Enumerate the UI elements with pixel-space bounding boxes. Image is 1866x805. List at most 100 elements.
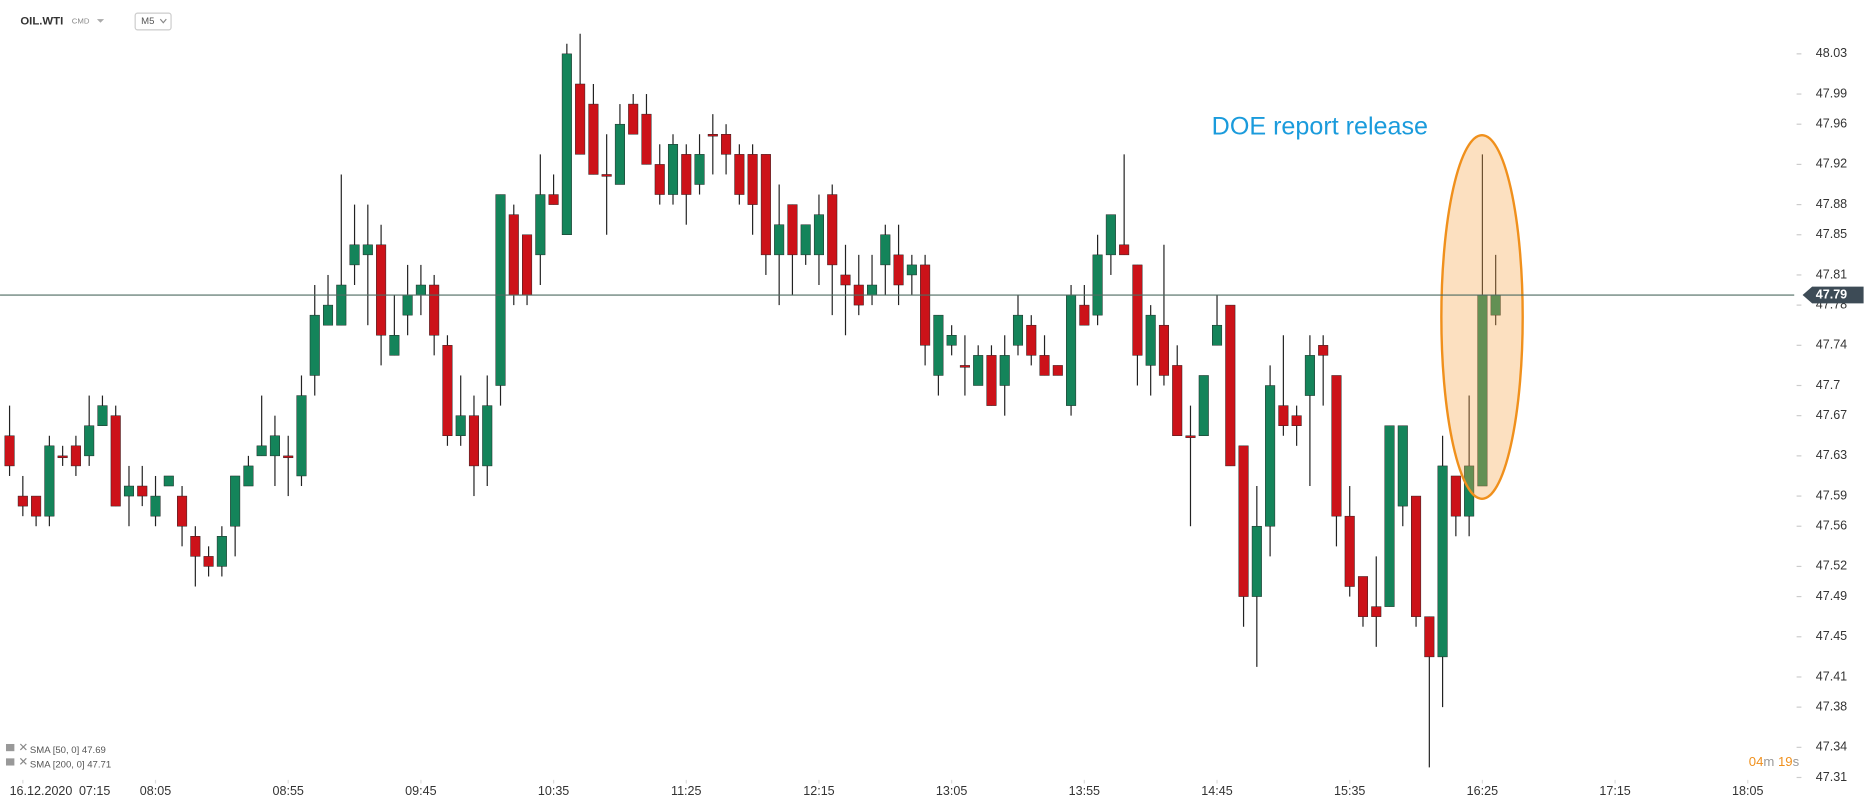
indicator-close[interactable] <box>19 757 27 765</box>
current-price-label: 47.79 <box>1816 287 1847 301</box>
interval-button[interactable] <box>134 12 172 31</box>
candle-body <box>986 355 997 406</box>
candle-body <box>216 536 227 567</box>
candle-body <box>641 113 652 165</box>
candle-body <box>110 415 121 507</box>
candle-body <box>1278 405 1289 426</box>
candle-body <box>402 294 413 316</box>
x-tick-label: 17:15 <box>1599 784 1630 798</box>
x-tick-label: 12:15 <box>803 784 834 798</box>
candle-body <box>1450 475 1461 517</box>
candle-body <box>774 224 785 256</box>
indicator-value: 47.69 <box>82 745 106 756</box>
candle-body <box>1318 345 1329 356</box>
candle-body <box>150 495 161 517</box>
candle-body <box>243 465 254 487</box>
x-tick-label: 16:25 <box>1467 784 1498 798</box>
candle-body <box>707 134 718 137</box>
x-tick-label: 10:35 <box>538 784 569 798</box>
candle-body <box>1371 606 1382 617</box>
y-tick-label: 47.67 <box>1816 408 1847 422</box>
indicator-label: SMA [50, 0] 47.69 <box>30 745 106 756</box>
candle-body <box>4 435 15 467</box>
candle-body <box>721 134 732 155</box>
candle-body <box>508 214 519 296</box>
candle-body <box>442 345 453 437</box>
candle-body <box>482 405 493 467</box>
candle-body <box>548 194 559 205</box>
candle-body <box>1132 264 1143 356</box>
candle-timer: 04m 19s <box>1749 755 1800 770</box>
candle-body <box>561 53 572 235</box>
y-tick-label: 47.88 <box>1816 197 1847 211</box>
candle-body <box>376 244 387 336</box>
candle-body <box>813 214 824 256</box>
candle-body <box>468 415 479 467</box>
x-tick-label: 07:15 <box>79 784 110 798</box>
candle-body <box>667 144 679 195</box>
candle-body <box>84 425 95 457</box>
indicator-name: SMA [200, 0] <box>30 759 85 770</box>
candle-body <box>800 224 811 256</box>
indicator-label: SMA [200, 0] 47.71 <box>30 759 111 770</box>
y-tick-label: 47.52 <box>1816 559 1847 573</box>
candle-body <box>1185 435 1196 438</box>
y-tick-label: 47.96 <box>1816 117 1847 131</box>
symbol: OIL.WTI <box>20 16 63 28</box>
indicator-value: 47.71 <box>87 759 111 770</box>
candle-body <box>681 154 692 195</box>
candle-body <box>1304 355 1315 396</box>
candle-body <box>1357 576 1369 617</box>
x-tick-label: 08:55 <box>273 784 304 798</box>
x-tick-label: 14:45 <box>1201 784 1232 798</box>
market[interactable]: CMD <box>72 17 90 26</box>
candle-body <box>1225 304 1236 467</box>
candle-body <box>137 485 148 497</box>
candle-body <box>283 455 294 459</box>
candle-body <box>867 284 878 296</box>
y-tick-label: 47.34 <box>1816 740 1847 754</box>
candle-body <box>654 164 665 195</box>
candle-body <box>920 264 931 346</box>
x-tick-label: 13:05 <box>936 784 967 798</box>
candle-body <box>588 103 599 175</box>
candle-body <box>1039 355 1050 376</box>
candle-body <box>694 154 705 185</box>
candle-body <box>1331 375 1342 517</box>
indicator-icon[interactable] <box>5 758 15 766</box>
candle-body <box>349 244 360 266</box>
y-tick-label: 47.81 <box>1816 267 1847 281</box>
timer-unit: m <box>1763 755 1774 770</box>
candle-body <box>177 495 188 527</box>
candles <box>4 33 1501 768</box>
indicator-close[interactable] <box>19 743 27 751</box>
candle-body <box>415 284 426 296</box>
candle-body <box>1198 375 1209 437</box>
timer-seconds: 19 <box>1778 755 1793 770</box>
candle-body <box>933 314 944 376</box>
timer-unit: s <box>1793 755 1800 770</box>
y-tick-label: 47.99 <box>1816 86 1847 100</box>
indicator-name: SMA [50, 0] <box>30 745 79 756</box>
candle-body <box>336 284 347 326</box>
y-tick-label: 48.03 <box>1816 46 1847 60</box>
y-tick-label: 47.31 <box>1816 770 1847 784</box>
candle-body <box>1344 515 1355 587</box>
candle-body <box>455 415 466 437</box>
candle-body <box>1052 365 1063 376</box>
y-tick-label: 47.38 <box>1816 699 1847 713</box>
candle-body <box>906 264 917 276</box>
interval[interactable]: M5 <box>141 16 154 27</box>
candle-body <box>190 536 201 557</box>
candle-body <box>70 445 81 467</box>
candle-body <box>1265 385 1276 527</box>
candle-body <box>1212 324 1223 346</box>
indicator-icon[interactable] <box>5 743 15 752</box>
candle-body <box>230 475 241 527</box>
candle-body <box>1158 324 1169 376</box>
candle-body <box>203 556 214 567</box>
timer-minutes: 04 <box>1749 755 1764 770</box>
candle-body <box>1437 465 1448 658</box>
